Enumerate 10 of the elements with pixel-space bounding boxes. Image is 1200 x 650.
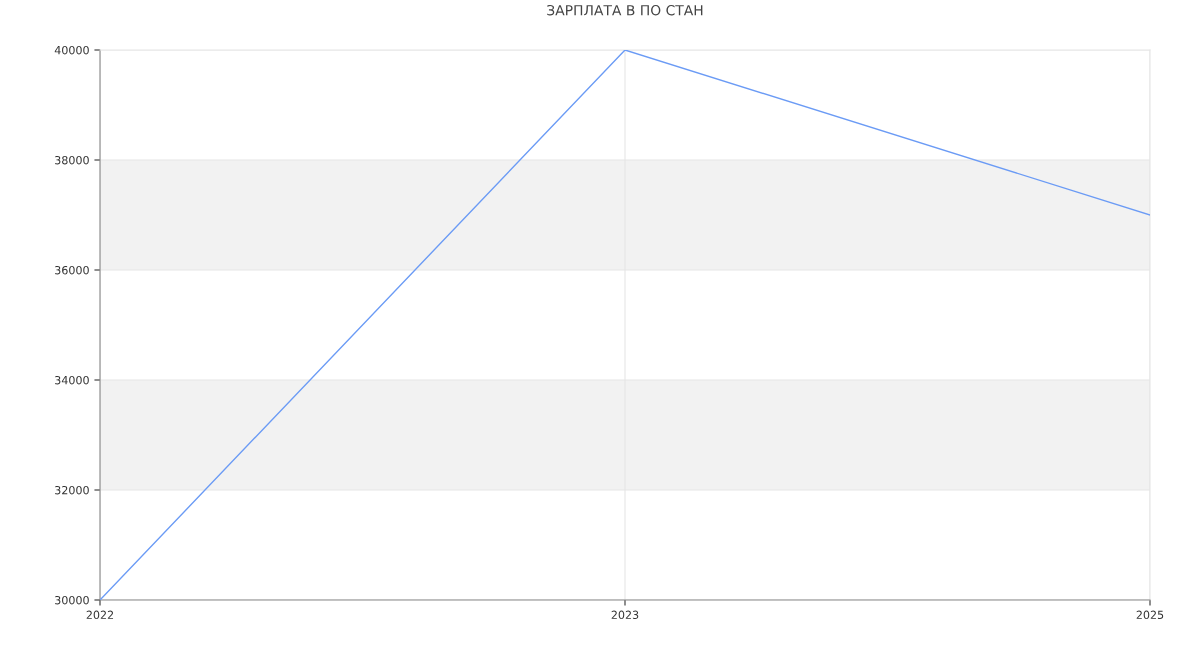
x-tick-label: 2022 <box>86 610 114 620</box>
chart-title: ЗАРПЛАТА В ПО СТАН <box>547 4 703 16</box>
y-tick-label: 34000 <box>55 375 89 385</box>
y-tick-label: 38000 <box>55 155 89 165</box>
y-tick-label: 32000 <box>55 485 89 495</box>
y-tick-label: 40000 <box>54 45 89 55</box>
y-tick-label: 36000 <box>55 265 89 275</box>
y-tick-label: 30000 <box>55 595 89 605</box>
x-tick-label: 2023 <box>611 610 639 620</box>
x-tick-label: 2025 <box>1136 610 1164 620</box>
